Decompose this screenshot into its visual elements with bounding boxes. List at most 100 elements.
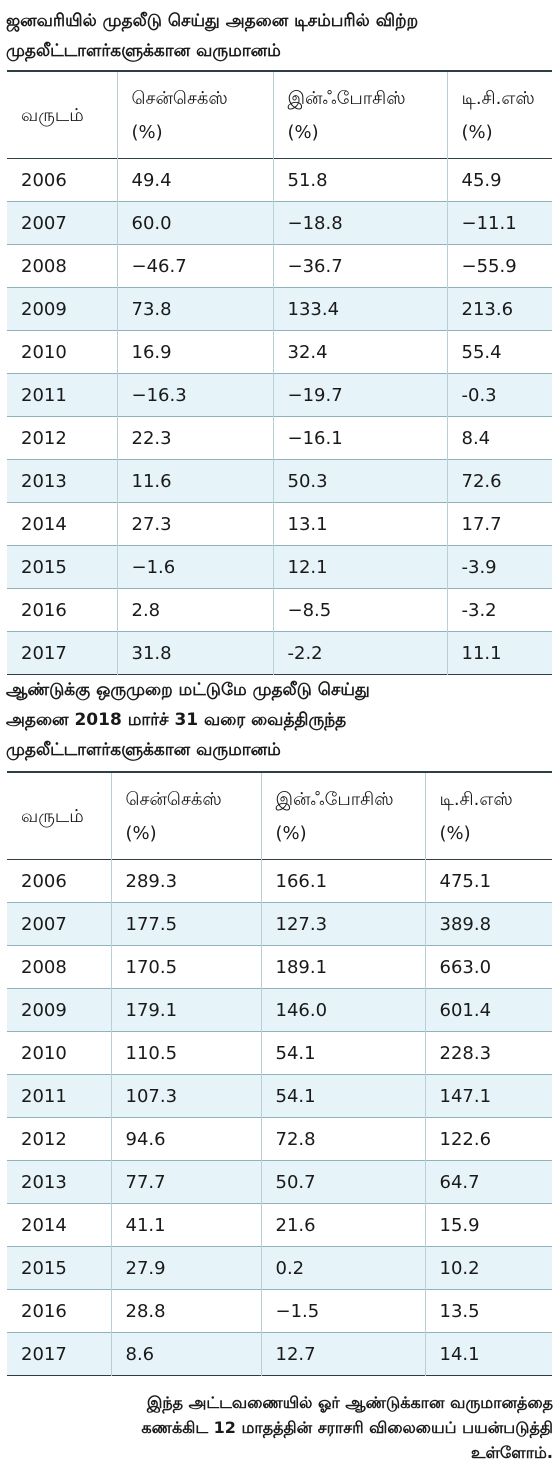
year-cell: 2011 bbox=[7, 1074, 112, 1118]
value-cell: 12.1 bbox=[273, 545, 448, 589]
table-row: 2009 73.8 133.4 213.6 bbox=[7, 287, 552, 331]
table1-header-cell: இன்ஃபோசிஸ் (%) bbox=[273, 71, 448, 159]
value-cell: 31.8 bbox=[117, 631, 274, 675]
year-cell: 2014 bbox=[7, 502, 118, 546]
year-cell: 2006 bbox=[7, 859, 112, 903]
value-cell: 28.8 bbox=[111, 1289, 262, 1333]
value-cell: 389.8 bbox=[439, 913, 492, 935]
year-cell: 2014 bbox=[7, 1203, 112, 1247]
year-cell: 2007 bbox=[7, 902, 112, 946]
value-cell: 8.6 bbox=[111, 1332, 262, 1376]
value-cell: 13.1 bbox=[273, 502, 448, 546]
table2-header-row: வருடம் சென்செக்ஸ் (%) இன்ஃபோசிஸ் (%) டி.சி… bbox=[7, 772, 552, 860]
value-cell: −1.5 bbox=[261, 1289, 426, 1333]
footnote-line1: இந்த அட்டவணையில் ஓர் ஆண்டுக்கான வருமானத்… bbox=[146, 1393, 553, 1412]
value-cell: 72.6 bbox=[461, 470, 502, 492]
year-cell: 2011 bbox=[7, 373, 118, 417]
table2-header-cell: டி.சி.எஸ் (%) bbox=[439, 789, 513, 844]
value-cell: 127.3 bbox=[261, 902, 426, 946]
table-row: 2007 60.0 −18.8 −11.1 bbox=[7, 201, 552, 245]
value-cell: 10.2 bbox=[439, 1257, 480, 1279]
value-cell: 14.1 bbox=[439, 1343, 480, 1365]
table-row: 2015 −1.6 12.1 -3.9 bbox=[7, 545, 552, 589]
year-cell: 2010 bbox=[7, 330, 118, 374]
table1-header-cell: சென்செக்ஸ் (%) bbox=[117, 71, 274, 159]
value-cell: 601.4 bbox=[439, 999, 492, 1021]
value-cell: 11.1 bbox=[461, 642, 502, 664]
value-cell: 170.5 bbox=[111, 945, 262, 989]
year-cell: 2006 bbox=[7, 158, 118, 202]
year-cell: 2016 bbox=[7, 1289, 112, 1333]
year-cell: 2010 bbox=[7, 1031, 112, 1075]
value-cell: −55.9 bbox=[461, 255, 517, 277]
year-cell: 2017 bbox=[7, 1332, 112, 1376]
table2-title-line3: முதலீட்டாளர்களுக்கான வருமானம் bbox=[6, 740, 281, 760]
table-row: 2014 27.3 13.1 17.7 bbox=[7, 502, 552, 546]
value-cell: 213.6 bbox=[461, 298, 514, 320]
value-cell: 12.7 bbox=[261, 1332, 426, 1376]
year-cell: 2015 bbox=[7, 1246, 112, 1290]
table2-title-line1: ஆண்டுக்கு ஒருமுறை மட்டுமே முதலீடு செய்து bbox=[6, 680, 370, 700]
value-cell: −46.7 bbox=[117, 244, 274, 288]
year-cell: 2013 bbox=[7, 459, 118, 503]
table1-title-line2: முதலீட்டாளர்களுக்கான வருமானம் bbox=[6, 41, 281, 61]
value-cell: 73.8 bbox=[117, 287, 274, 331]
table2-title-line2: அதனை 2018 மார்ச் 31 வரை வைத்திருந்த bbox=[6, 710, 347, 730]
table1: வருடம் சென்செக்ஸ் (%) இன்ஃபோசிஸ் (%) டி.சி… bbox=[7, 70, 552, 675]
table-row: 2012 22.3 −16.1 8.4 bbox=[7, 416, 552, 460]
table-row: 2010 110.5 54.1 228.3 bbox=[7, 1031, 552, 1075]
footnote-line2: கணக்கிட 12 மாதத்தின் சராசரி விலையைப் பயன… bbox=[141, 1418, 553, 1437]
footnote-line3: உள்ளோம். bbox=[470, 1443, 553, 1462]
year-cell: 2012 bbox=[7, 416, 118, 460]
year-cell: 2015 bbox=[7, 545, 118, 589]
table-row: 2008 −46.7 −36.7 −55.9 bbox=[7, 244, 552, 288]
year-cell: 2012 bbox=[7, 1117, 112, 1161]
value-cell: 15.9 bbox=[439, 1214, 480, 1236]
year-cell: 2013 bbox=[7, 1160, 112, 1204]
value-cell: 177.5 bbox=[111, 902, 262, 946]
table1-title-line1: ஜனவரியில் முதலீடு செய்து அதனை டிசம்பரில்… bbox=[6, 11, 419, 31]
value-cell: −11.1 bbox=[461, 212, 517, 234]
table2-header-cell: சென்செக்ஸ் (%) bbox=[111, 772, 262, 860]
value-cell: -3.2 bbox=[461, 599, 497, 621]
value-cell: 60.0 bbox=[117, 201, 274, 245]
value-cell: 0.2 bbox=[261, 1246, 426, 1290]
table2-header-cell: வருடம் bbox=[7, 772, 112, 860]
table-row: 2011 107.3 54.1 147.1 bbox=[7, 1074, 552, 1118]
table1-header-cell: வருடம் bbox=[7, 71, 118, 159]
table-row: 2016 2.8 −8.5 -3.2 bbox=[7, 588, 552, 632]
table-row: 2009 179.1 146.0 601.4 bbox=[7, 988, 552, 1032]
table-row: 2014 41.1 21.6 15.9 bbox=[7, 1203, 552, 1247]
table1-header-row: வருடம் சென்செக்ஸ் (%) இன்ஃபோசிஸ் (%) டி.சி… bbox=[7, 71, 552, 159]
value-cell: -3.9 bbox=[461, 556, 497, 578]
value-cell: 41.1 bbox=[111, 1203, 262, 1247]
value-cell: 228.3 bbox=[439, 1042, 492, 1064]
value-cell: 50.7 bbox=[261, 1160, 426, 1204]
value-cell: 22.3 bbox=[117, 416, 274, 460]
value-cell: 475.1 bbox=[439, 870, 492, 892]
table-row: 2011 −16.3 −19.7 -0.3 bbox=[7, 373, 552, 417]
table-row: 2010 16.9 32.4 55.4 bbox=[7, 330, 552, 374]
value-cell: 133.4 bbox=[273, 287, 448, 331]
footnote: இந்த அட்டவணையில் ஓர் ஆண்டுக்கான வருமானத்… bbox=[0, 1376, 559, 1465]
table-row: 2017 8.6 12.7 14.1 bbox=[7, 1332, 552, 1376]
value-cell: 663.0 bbox=[439, 956, 492, 978]
value-cell: 189.1 bbox=[261, 945, 426, 989]
value-cell: −8.5 bbox=[273, 588, 448, 632]
year-cell: 2008 bbox=[7, 945, 112, 989]
year-cell: 2009 bbox=[7, 988, 112, 1032]
value-cell: −18.8 bbox=[273, 201, 448, 245]
value-cell: 64.7 bbox=[439, 1171, 480, 1193]
table-row: 2013 11.6 50.3 72.6 bbox=[7, 459, 552, 503]
table-row: 2012 94.6 72.8 122.6 bbox=[7, 1117, 552, 1161]
value-cell: −36.7 bbox=[273, 244, 448, 288]
value-cell: 21.6 bbox=[261, 1203, 426, 1247]
table-row: 2017 31.8 -2.2 11.1 bbox=[7, 631, 552, 675]
value-cell: 17.7 bbox=[461, 513, 502, 535]
table1-header-cell: டி.சி.எஸ் (%) bbox=[461, 88, 535, 143]
value-cell: 16.9 bbox=[117, 330, 274, 374]
value-cell: 122.6 bbox=[439, 1128, 492, 1150]
year-cell: 2017 bbox=[7, 631, 118, 675]
value-cell: 45.9 bbox=[461, 169, 502, 191]
